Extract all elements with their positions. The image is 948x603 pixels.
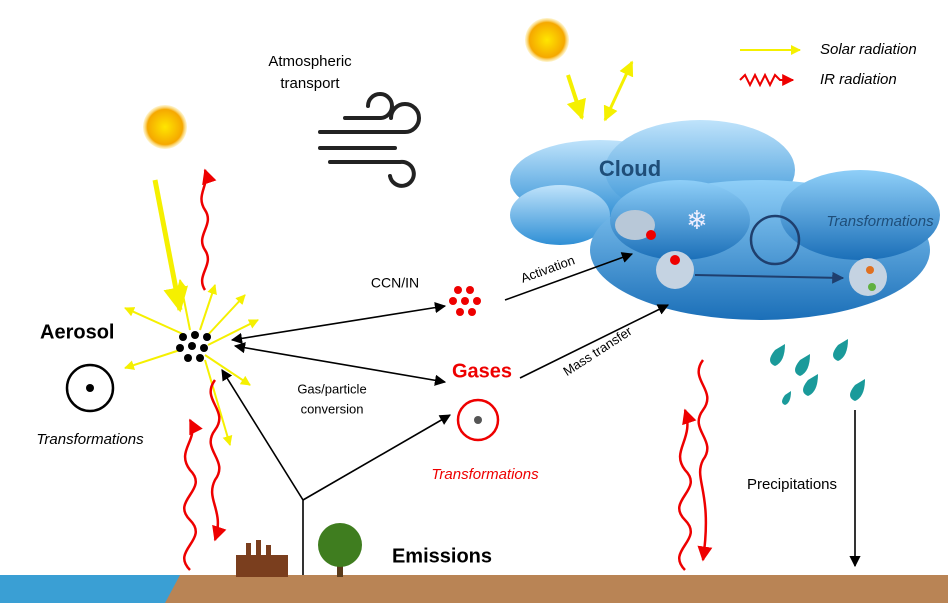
ccn-label: CCN/IN	[371, 275, 419, 291]
emissions-label: Emissions	[392, 545, 492, 567]
sun	[525, 18, 569, 62]
diagram: Solar radiation IR radiation Atmospheric…	[0, 0, 948, 603]
cloud-transformations: Transformations	[826, 213, 934, 230]
aerosol-transformations: Transformations	[36, 431, 144, 448]
transport-label: transport	[280, 75, 340, 92]
aerosol-particles-part	[179, 333, 187, 341]
gases-title: Gases	[452, 360, 512, 382]
rain-part	[850, 379, 865, 401]
wind-icon	[320, 94, 419, 186]
ccn-particles-part	[454, 286, 462, 294]
solar-arrows-part-part	[205, 360, 230, 445]
aerosol-particles-part	[196, 354, 204, 362]
gases-cycle-part	[474, 416, 482, 424]
legend-label: IR radiation	[820, 71, 897, 88]
mass-transfer-label: Mass transfer	[560, 323, 635, 379]
ccn-particles	[449, 286, 481, 316]
aerosol-particles-part	[200, 344, 208, 352]
rain-part	[770, 344, 785, 366]
gas-particle-label: Gas/particle	[297, 381, 366, 396]
transport-label: Atmospheric	[268, 53, 352, 70]
ccn-particles-part	[456, 308, 464, 316]
solar-arrows-part-part	[200, 285, 215, 330]
rain-part	[803, 374, 818, 396]
precipitations-label: Precipitations	[747, 476, 837, 493]
factory-part	[246, 543, 251, 557]
cloud-particles-part: ❄	[686, 205, 708, 235]
ccn-particles-part	[468, 308, 476, 316]
ground-part	[0, 575, 180, 603]
sun	[143, 105, 187, 149]
solar-arrows-part-part	[125, 308, 185, 335]
process-arrows-part	[520, 305, 668, 378]
legend-label: Solar radiation	[820, 41, 917, 58]
solar-arrows-part-part	[205, 295, 245, 338]
solar-arrows-part-part	[208, 320, 258, 345]
ir-arrows-part	[699, 360, 708, 560]
ccn-particles-part	[449, 297, 457, 305]
factory-part	[266, 545, 271, 557]
rain	[770, 339, 865, 405]
solar-arrows-part	[155, 180, 180, 310]
ir-arrows-part	[679, 410, 691, 570]
cloud-title: Cloud	[599, 156, 661, 181]
rain-part	[782, 391, 791, 405]
aerosol-particles-part	[188, 342, 196, 350]
aerosol-particles	[176, 331, 211, 362]
factory-part	[256, 540, 261, 557]
process-arrows-part	[303, 415, 450, 500]
aerosol-particles-part	[184, 354, 192, 362]
ccn-particles-part	[466, 286, 474, 294]
process-arrows-part	[222, 370, 303, 575]
process-arrows-part	[235, 346, 445, 382]
tree	[318, 523, 362, 577]
gas-particle-label: conversion	[301, 401, 364, 416]
aerosol-particles-part	[176, 344, 184, 352]
gases-cycle	[458, 400, 498, 440]
aerosol-particles-part	[191, 331, 199, 339]
cloud-particles-part	[866, 266, 874, 274]
factory-part	[236, 555, 288, 577]
activation-label: Activation	[519, 252, 577, 285]
ccn-particles-part	[473, 297, 481, 305]
factory	[236, 540, 288, 577]
solar-arrows-part	[568, 75, 582, 118]
rain-part	[795, 354, 810, 376]
aerosol-particles-part	[203, 333, 211, 341]
legend-part	[740, 75, 793, 85]
gases-transformations: Transformations	[431, 466, 539, 483]
cloud-particles-part	[849, 258, 887, 296]
aerosol-title: Aerosol	[40, 321, 114, 343]
aerosol-cycle-part	[86, 384, 94, 392]
legend	[740, 50, 800, 85]
wind-icon-part	[330, 162, 414, 186]
solar-arrows-part	[605, 62, 632, 120]
cloud-particles-part	[646, 230, 656, 240]
cloud-particles-part	[670, 255, 680, 265]
aerosol-cycle	[67, 365, 113, 411]
cloud-particles-part	[868, 283, 876, 291]
solar-arrows-part-part	[125, 350, 180, 368]
ground	[0, 575, 948, 603]
tree-part	[318, 523, 362, 567]
ccn-particles-part	[461, 297, 469, 305]
ir-arrows-part	[201, 170, 207, 290]
process-arrows-part	[232, 306, 445, 340]
ir-arrows-part	[184, 420, 196, 570]
rain-part	[833, 339, 848, 361]
wind-icon-part	[345, 94, 392, 118]
